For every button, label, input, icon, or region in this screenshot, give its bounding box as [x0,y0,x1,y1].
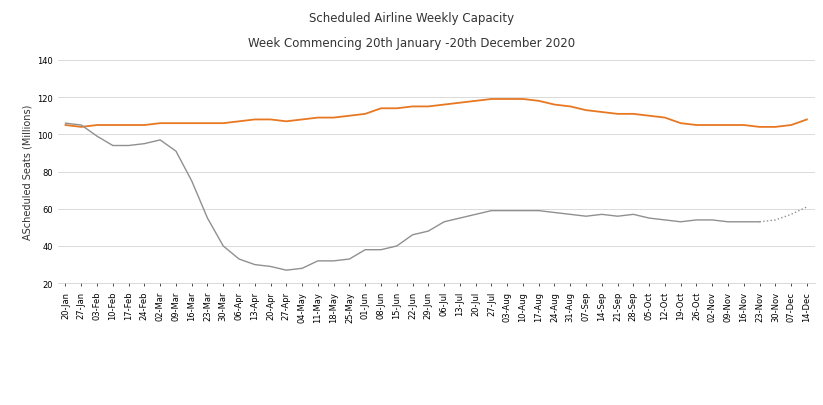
Adjusted Capacity By Week [739,220,749,225]
Adjusted Capacity By Week [266,264,276,269]
2019 Weekly Capacity [108,123,118,128]
2019 Weekly Capacity [739,123,749,128]
Adjusted Capacity By Week [534,209,544,213]
2019 Weekly Capacity [171,122,181,126]
2019 Weekly Capacity [691,123,701,128]
Legend: 2019 Weekly Capacity, Adjusted Capacity By Week: 2019 Weekly Capacity, Adjusted Capacity … [288,401,584,405]
Adjusted Capacity By Week [376,248,386,253]
Adjusted Capacity By Week [218,244,228,249]
2019 Weekly Capacity [770,125,780,130]
Line: Adjusted Capacity By Week: Adjusted Capacity By Week [66,124,760,271]
Adjusted Capacity By Week [707,218,717,223]
Adjusted Capacity By Week [234,257,244,262]
2019 Weekly Capacity [92,123,102,128]
Adjusted Capacity By Week [392,244,402,249]
Adjusted Capacity By Week [550,211,560,215]
2019 Weekly Capacity [660,116,670,121]
Adjusted Capacity By Week [187,179,197,184]
2019 Weekly Capacity [313,116,323,121]
2019 Weekly Capacity [565,105,575,110]
Adjusted Capacity By Week [297,266,307,271]
Adjusted Capacity By Week [755,220,765,225]
2019 Weekly Capacity [550,103,560,108]
2019 Weekly Capacity [502,97,512,102]
2019 Weekly Capacity [534,99,544,104]
Adjusted Capacity By Week [313,259,323,264]
Adjusted Capacity By Week [518,209,528,213]
Adjusted Capacity By Week [455,216,465,221]
2019 Weekly Capacity [281,119,291,124]
Adjusted Capacity By Week [345,257,355,262]
2019 Weekly Capacity [250,118,260,123]
2019 Weekly Capacity [187,122,197,126]
2019 Weekly Capacity [328,116,338,121]
2019 Weekly Capacity [676,122,686,126]
2019 Weekly Capacity [139,123,149,128]
2019 Weekly Capacity [407,105,417,110]
2019 Weekly Capacity [471,99,481,104]
Adjusted Capacity By Week [171,149,181,154]
Adjusted Capacity By Week [581,214,591,219]
Adjusted Capacity By Week [423,229,433,234]
2019 Weekly Capacity [486,97,496,102]
Adjusted Capacity By Week [660,218,670,223]
2019 Weekly Capacity [644,114,654,119]
Adjusted Capacity By Week [281,268,291,273]
Adjusted Capacity By Week [565,212,575,217]
2019 Weekly Capacity [423,105,433,110]
Adjusted Capacity By Week [108,144,118,149]
Adjusted Capacity By Week [360,248,370,253]
Adjusted Capacity By Week [77,123,86,128]
2019 Weekly Capacity [376,107,386,111]
2019 Weekly Capacity [297,118,307,123]
2019 Weekly Capacity [802,118,811,123]
2019 Weekly Capacity [597,110,607,115]
Adjusted Capacity By Week [250,262,260,267]
Adjusted Capacity By Week [407,233,417,238]
Y-axis label: AScheduled Seats (Millions): AScheduled Seats (Millions) [23,104,33,240]
Adjusted Capacity By Week [328,259,338,264]
Adjusted Capacity By Week [439,220,449,225]
Adjusted Capacity By Week [676,220,686,225]
2019 Weekly Capacity [392,107,402,111]
Adjusted Capacity By Week [644,216,654,221]
2019 Weekly Capacity [629,112,639,117]
2019 Weekly Capacity [123,123,133,128]
Line: 2019 Weekly Capacity: 2019 Weekly Capacity [66,100,807,128]
Text: Week Commencing 20th January -20th December 2020: Week Commencing 20th January -20th Decem… [248,36,575,49]
Adjusted Capacity By Week [612,214,622,219]
2019 Weekly Capacity [360,112,370,117]
2019 Weekly Capacity [755,125,765,130]
2019 Weekly Capacity [61,123,71,128]
2019 Weekly Capacity [786,123,796,128]
2019 Weekly Capacity [518,97,528,102]
Adjusted Capacity By Week [629,212,639,217]
Adjusted Capacity By Week [156,138,165,143]
Adjusted Capacity By Week [123,144,133,149]
Adjusted Capacity By Week [92,134,102,139]
Adjusted Capacity By Week [202,216,212,221]
2019 Weekly Capacity [345,114,355,119]
Adjusted Capacity By Week [597,212,607,217]
Adjusted Capacity By Week [486,209,496,213]
2019 Weekly Capacity [723,123,733,128]
2019 Weekly Capacity [612,112,622,117]
2019 Weekly Capacity [77,125,86,130]
Adjusted Capacity By Week [691,218,701,223]
2019 Weekly Capacity [266,118,276,123]
2019 Weekly Capacity [455,101,465,106]
2019 Weekly Capacity [707,123,717,128]
Adjusted Capacity By Week [61,122,71,126]
Adjusted Capacity By Week [723,220,733,225]
2019 Weekly Capacity [202,122,212,126]
Text: Scheduled Airline Weekly Capacity: Scheduled Airline Weekly Capacity [309,12,514,25]
Adjusted Capacity By Week [471,212,481,217]
2019 Weekly Capacity [234,119,244,124]
2019 Weekly Capacity [439,103,449,108]
Adjusted Capacity By Week [502,209,512,213]
2019 Weekly Capacity [218,122,228,126]
2019 Weekly Capacity [581,109,591,113]
Adjusted Capacity By Week [139,142,149,147]
2019 Weekly Capacity [156,122,165,126]
